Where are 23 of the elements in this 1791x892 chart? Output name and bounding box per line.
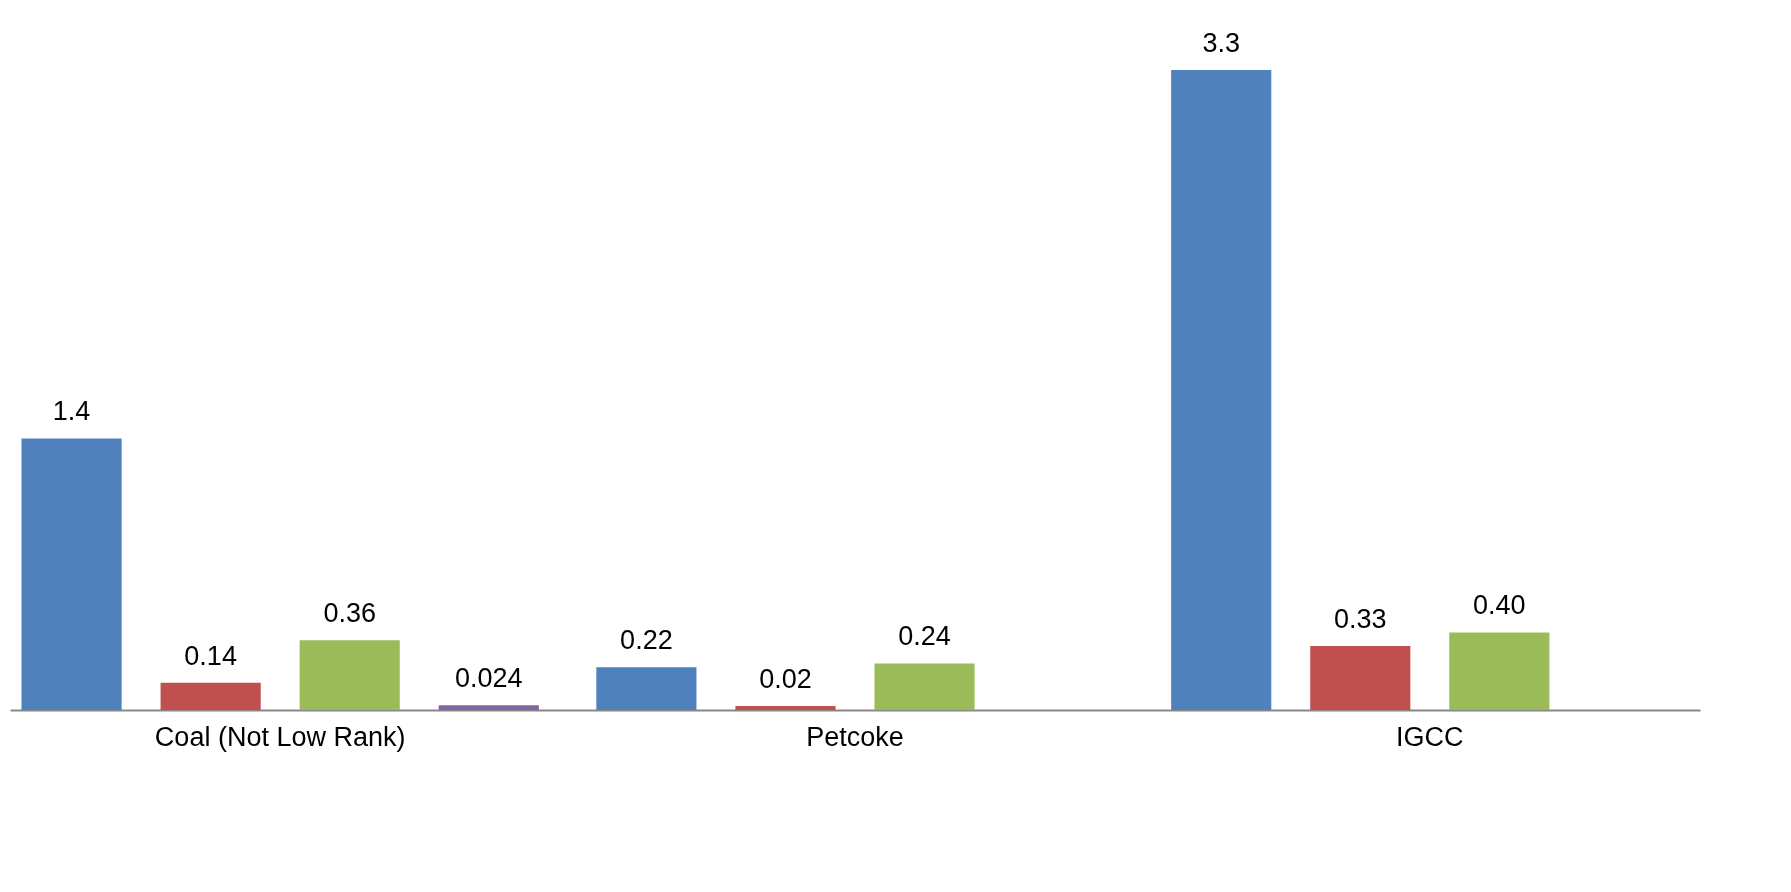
data-label: 0.36: [323, 598, 376, 629]
data-label: 0.02: [759, 664, 812, 695]
data-label: 0.14: [184, 640, 237, 671]
x-tick-label: Coal (Not Low Rank): [154, 721, 406, 752]
bar: [874, 663, 975, 710]
x-tick-label: IGCC: [1396, 721, 1464, 752]
data-label: 1.4: [52, 396, 91, 427]
bar: [160, 682, 261, 710]
bar: [438, 705, 539, 710]
bar: [596, 667, 697, 710]
bar: [735, 706, 836, 710]
data-label: 0.40: [1473, 590, 1526, 621]
bar: [1310, 646, 1411, 710]
data-label: 3.3: [1202, 28, 1240, 58]
bar: [299, 640, 400, 710]
x-tick-label: Petcoke: [806, 721, 904, 752]
data-label: 0.33: [1334, 604, 1387, 634]
bar: [1449, 632, 1550, 710]
data-label: 0.22: [620, 625, 673, 656]
bar: [21, 438, 122, 710]
bar: [1171, 70, 1272, 710]
data-label: 0.024: [454, 663, 523, 694]
data-label: 0.24: [898, 621, 951, 652]
